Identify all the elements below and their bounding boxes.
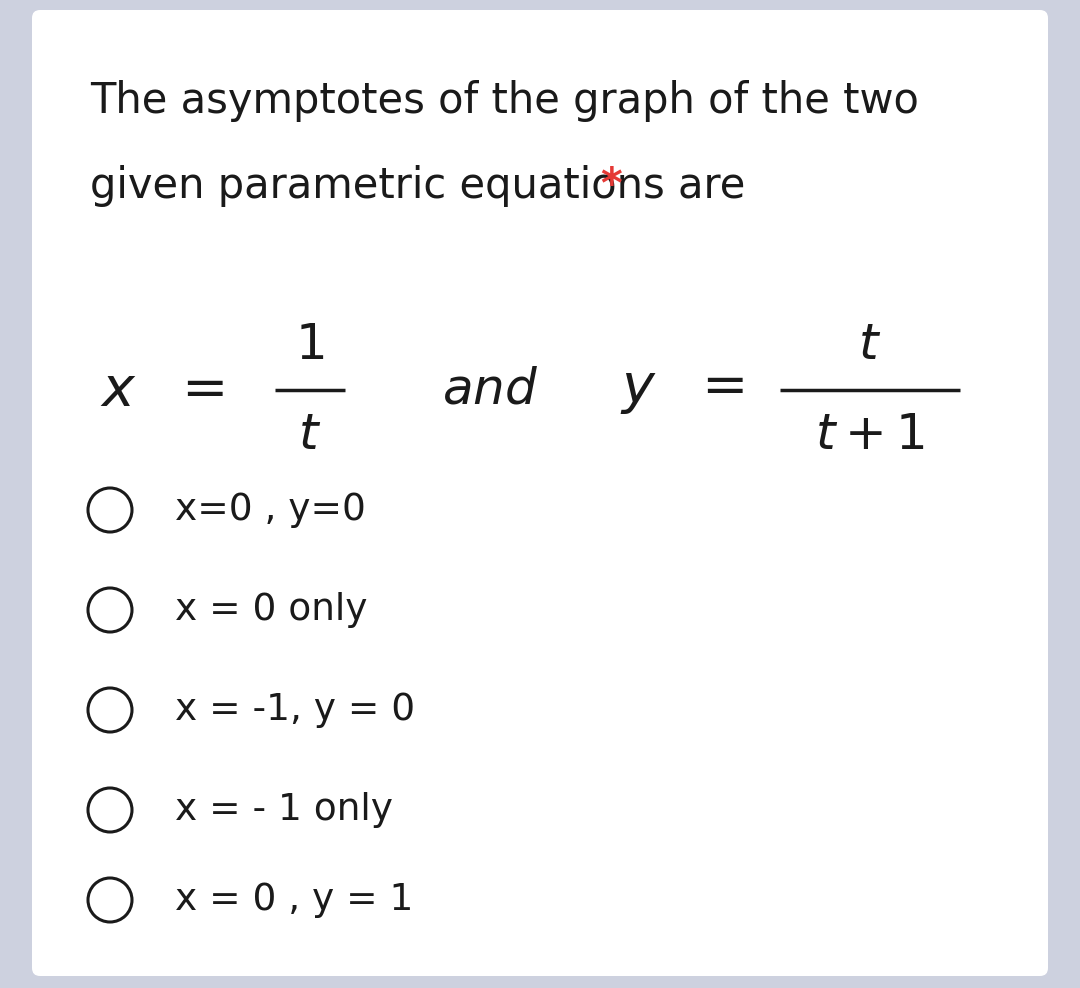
Text: $1$: $1$ xyxy=(296,321,325,369)
Text: *: * xyxy=(600,165,622,207)
FancyBboxPatch shape xyxy=(32,10,1048,976)
Text: x = - 1 only: x = - 1 only xyxy=(175,792,393,828)
Text: $t$: $t$ xyxy=(298,411,322,459)
Text: $y\ \ =$: $y\ \ =$ xyxy=(620,364,744,417)
Text: $t$: $t$ xyxy=(859,321,881,369)
Text: The asymptotes of the graph of the two: The asymptotes of the graph of the two xyxy=(90,80,919,122)
Text: x=0 , y=0: x=0 , y=0 xyxy=(175,492,366,528)
Text: given parametric equations are: given parametric equations are xyxy=(90,165,758,207)
Text: x = 0 only: x = 0 only xyxy=(175,592,367,628)
Text: $x\ \ =$: $x\ \ =$ xyxy=(100,364,224,417)
Text: $t+1$: $t+1$ xyxy=(815,411,926,459)
Text: x = -1, y = 0: x = -1, y = 0 xyxy=(175,692,415,728)
Text: $and$: $and$ xyxy=(442,366,538,414)
Text: x = 0 , y = 1: x = 0 , y = 1 xyxy=(175,882,414,918)
